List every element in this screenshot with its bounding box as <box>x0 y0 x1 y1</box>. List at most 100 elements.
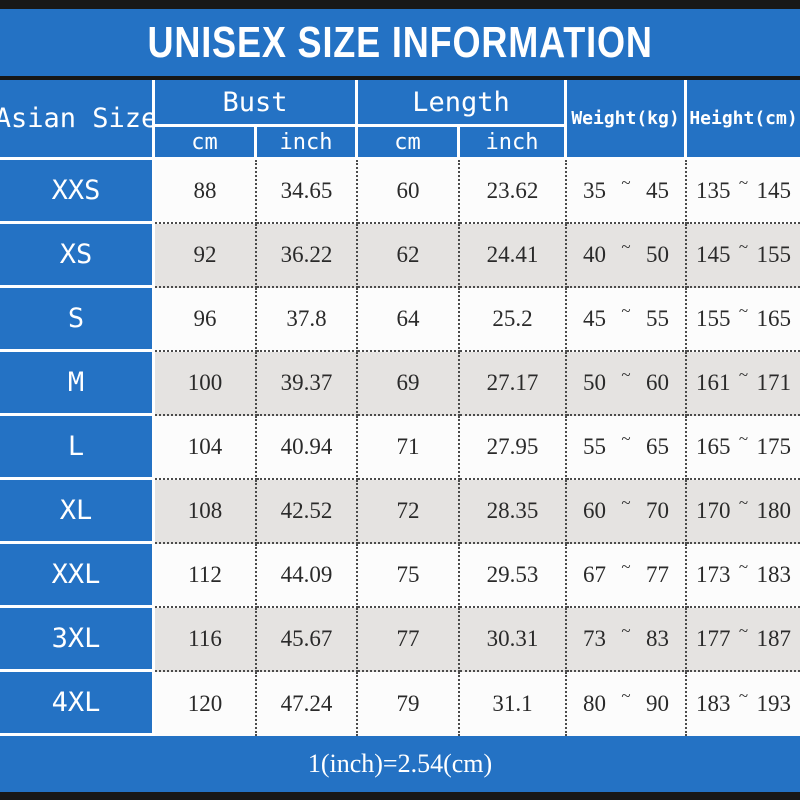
weight-max: 60 <box>645 370 669 395</box>
header-asian-size: Asian Size <box>0 80 157 160</box>
size-label-l: L <box>0 416 155 480</box>
bust-inch-cell: 44.09 <box>257 544 358 608</box>
tilde-separator: ~ <box>621 429 631 448</box>
tilde-separator: ~ <box>621 301 631 320</box>
height-min: 145 <box>696 242 731 267</box>
height-max: 165 <box>756 306 791 331</box>
header-bust-cm: cm <box>155 127 257 160</box>
bust-cm-cell: 112 <box>155 544 257 608</box>
bust-inch-cell: 36.22 <box>257 224 358 288</box>
height-range-cell: 183 ~193 <box>687 672 800 736</box>
weight-min: 50 <box>583 370 606 395</box>
length-cm-cell: 62 <box>358 224 460 288</box>
bust-cm-cell: 88 <box>155 160 257 224</box>
length-cm-cell: 75 <box>358 544 460 608</box>
weight-range-cell: 40 ~50 <box>567 224 687 288</box>
bust-cm-cell: 100 <box>155 352 257 416</box>
title-bar: UNISEX SIZE INFORMATION <box>0 9 800 76</box>
bust-cm-cell: 116 <box>155 608 257 672</box>
bust-inch-cell: 37.8 <box>257 288 358 352</box>
size-label-xs: XS <box>0 224 155 288</box>
bust-inch-cell: 40.94 <box>257 416 358 480</box>
weight-min: 35 <box>583 178 606 203</box>
tilde-separator: ~ <box>621 686 631 705</box>
weight-min: 55 <box>583 434 606 459</box>
length-cm-cell: 72 <box>358 480 460 544</box>
size-table: Asian Size Bust Length Weight(kg) Height… <box>0 80 800 736</box>
weight-max: 65 <box>645 434 669 459</box>
bust-cm-cell: 108 <box>155 480 257 544</box>
height-range-cell: 155 ~165 <box>687 288 800 352</box>
weight-range-cell: 45 ~55 <box>567 288 687 352</box>
weight-max: 70 <box>645 498 669 523</box>
tilde-separator: ~ <box>738 429 749 448</box>
size-label-3xl: 3XL <box>0 608 155 672</box>
tilde-separator: ~ <box>738 557 749 576</box>
tilde-separator: ~ <box>621 557 631 576</box>
weight-range-cell: 67 ~77 <box>567 544 687 608</box>
length-inch-cell: 27.95 <box>460 416 567 480</box>
header-height: Height(cm) <box>687 80 800 160</box>
weight-max: 55 <box>645 306 669 331</box>
page-title: UNISEX SIZE INFORMATION <box>147 17 653 67</box>
size-label-m: M <box>0 352 155 416</box>
length-cm-cell: 69 <box>358 352 460 416</box>
length-inch-cell: 23.62 <box>460 160 567 224</box>
bust-cm-cell: 92 <box>155 224 257 288</box>
length-inch-cell: 28.35 <box>460 480 567 544</box>
weight-range-cell: 80 ~90 <box>567 672 687 736</box>
weight-max: 50 <box>645 242 669 267</box>
size-label-s: S <box>0 288 155 352</box>
length-inch-cell: 31.1 <box>460 672 567 736</box>
size-label-xl: XL <box>0 480 155 544</box>
tilde-separator: ~ <box>621 173 631 192</box>
length-inch-cell: 27.17 <box>460 352 567 416</box>
length-inch-cell: 30.31 <box>460 608 567 672</box>
weight-range-cell: 73 ~83 <box>567 608 687 672</box>
height-max: 183 <box>756 562 791 587</box>
weight-min: 45 <box>583 306 606 331</box>
weight-max: 83 <box>645 626 669 651</box>
header-length: Length <box>358 80 567 127</box>
height-min: 155 <box>696 306 731 331</box>
size-label-xxl: XXL <box>0 544 155 608</box>
tilde-separator: ~ <box>738 365 749 384</box>
tilde-separator: ~ <box>738 621 749 640</box>
header-length-inch: inch <box>460 127 567 160</box>
weight-max: 90 <box>645 691 669 716</box>
header-bust: Bust <box>155 80 358 127</box>
weight-min: 80 <box>583 691 606 716</box>
height-range-cell: 161 ~171 <box>687 352 800 416</box>
height-min: 170 <box>696 498 731 523</box>
footer-note-bar: 1(inch)=2.54(cm) <box>0 736 800 792</box>
tilde-separator: ~ <box>738 173 749 192</box>
bust-inch-cell: 39.37 <box>257 352 358 416</box>
bust-inch-cell: 34.65 <box>257 160 358 224</box>
weight-range-cell: 55 ~65 <box>567 416 687 480</box>
weight-range-cell: 50 ~60 <box>567 352 687 416</box>
tilde-separator: ~ <box>621 237 631 256</box>
height-range-cell: 135 ~145 <box>687 160 800 224</box>
weight-range-cell: 35 ~45 <box>567 160 687 224</box>
length-cm-cell: 79 <box>358 672 460 736</box>
tilde-separator: ~ <box>621 493 631 512</box>
bottom-border-bar <box>0 792 800 800</box>
height-range-cell: 177 ~187 <box>687 608 800 672</box>
header-length-cm: cm <box>358 127 460 160</box>
size-label-4xl: 4XL <box>0 672 155 736</box>
height-range-cell: 145 ~155 <box>687 224 800 288</box>
height-max: 187 <box>756 626 791 651</box>
weight-min: 60 <box>583 498 606 523</box>
height-min: 173 <box>696 562 731 587</box>
header-bust-inch: inch <box>257 127 358 160</box>
height-min: 135 <box>696 178 731 203</box>
length-inch-cell: 29.53 <box>460 544 567 608</box>
tilde-separator: ~ <box>621 621 631 640</box>
length-inch-cell: 24.41 <box>460 224 567 288</box>
bust-inch-cell: 47.24 <box>257 672 358 736</box>
weight-min: 40 <box>583 242 606 267</box>
height-max: 175 <box>756 434 791 459</box>
tilde-separator: ~ <box>621 365 631 384</box>
height-max: 171 <box>756 370 791 395</box>
